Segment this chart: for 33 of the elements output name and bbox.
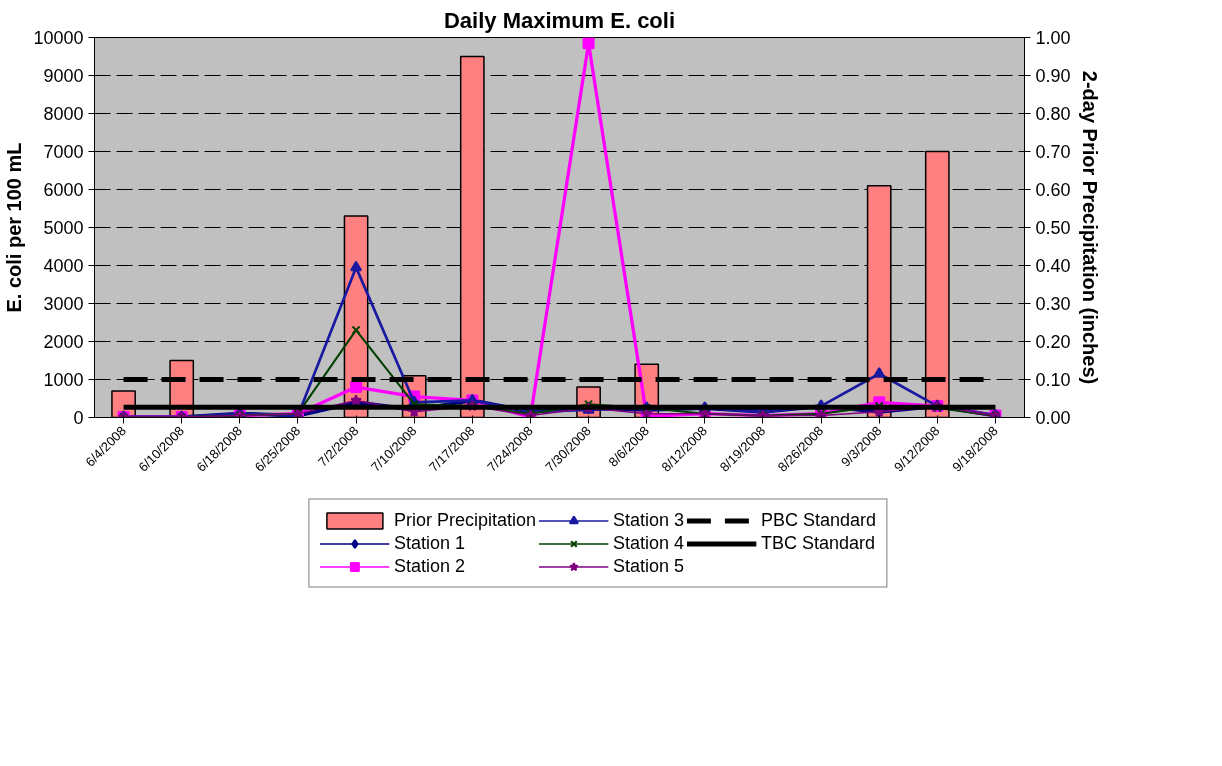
y-tick-label: 2000 bbox=[43, 332, 84, 352]
y2-tick-label: 0.90 bbox=[1035, 66, 1071, 86]
y2-tick-label: 0.50 bbox=[1035, 218, 1071, 238]
y2-tick-label: 0.60 bbox=[1035, 180, 1071, 200]
y-tick-label: 4000 bbox=[43, 256, 84, 276]
y2-tick-label: 1.00 bbox=[1035, 28, 1071, 48]
legend-label: Station 3 bbox=[612, 509, 685, 531]
legend-label: PBC Standard bbox=[761, 509, 877, 531]
y2-tick-label: 0.30 bbox=[1035, 294, 1071, 314]
y-tick-label: 10000 bbox=[33, 28, 84, 48]
legend-label: Prior Precipitation bbox=[393, 509, 536, 531]
legend-label: Station 1 bbox=[393, 532, 465, 554]
y2-tick-label: 0.10 bbox=[1035, 370, 1071, 390]
y2-tick-label: 0.20 bbox=[1035, 332, 1071, 352]
legend-label: Station 5 bbox=[612, 555, 685, 577]
legend-label: TBC Standard bbox=[761, 532, 876, 554]
y-tick-label: 1000 bbox=[43, 370, 84, 390]
y-tick-label: 7000 bbox=[43, 142, 84, 162]
y-tick-label: 0 bbox=[73, 408, 84, 428]
y-tick-label: 8000 bbox=[43, 104, 84, 124]
y-tick-label: 9000 bbox=[43, 66, 84, 86]
chart-title: Daily Maximum E. coli bbox=[443, 7, 676, 33]
y2-tick-label: 0.70 bbox=[1035, 142, 1071, 162]
legend-label: Station 2 bbox=[393, 555, 465, 577]
y-tick-label: 5000 bbox=[43, 218, 84, 238]
y-axis-title: E. coli per 100 mL bbox=[3, 142, 26, 313]
y-tick-label: 3000 bbox=[43, 294, 84, 314]
y2-tick-label: 0.00 bbox=[1035, 408, 1071, 428]
y2-tick-label: 0.40 bbox=[1035, 256, 1071, 276]
y2-axis-title: 2-day Prior Precipitation (inches) bbox=[1078, 70, 1101, 385]
legend-label: Station 4 bbox=[612, 532, 685, 554]
y2-tick-label: 0.80 bbox=[1035, 104, 1071, 124]
y-tick-label: 6000 bbox=[43, 180, 84, 200]
